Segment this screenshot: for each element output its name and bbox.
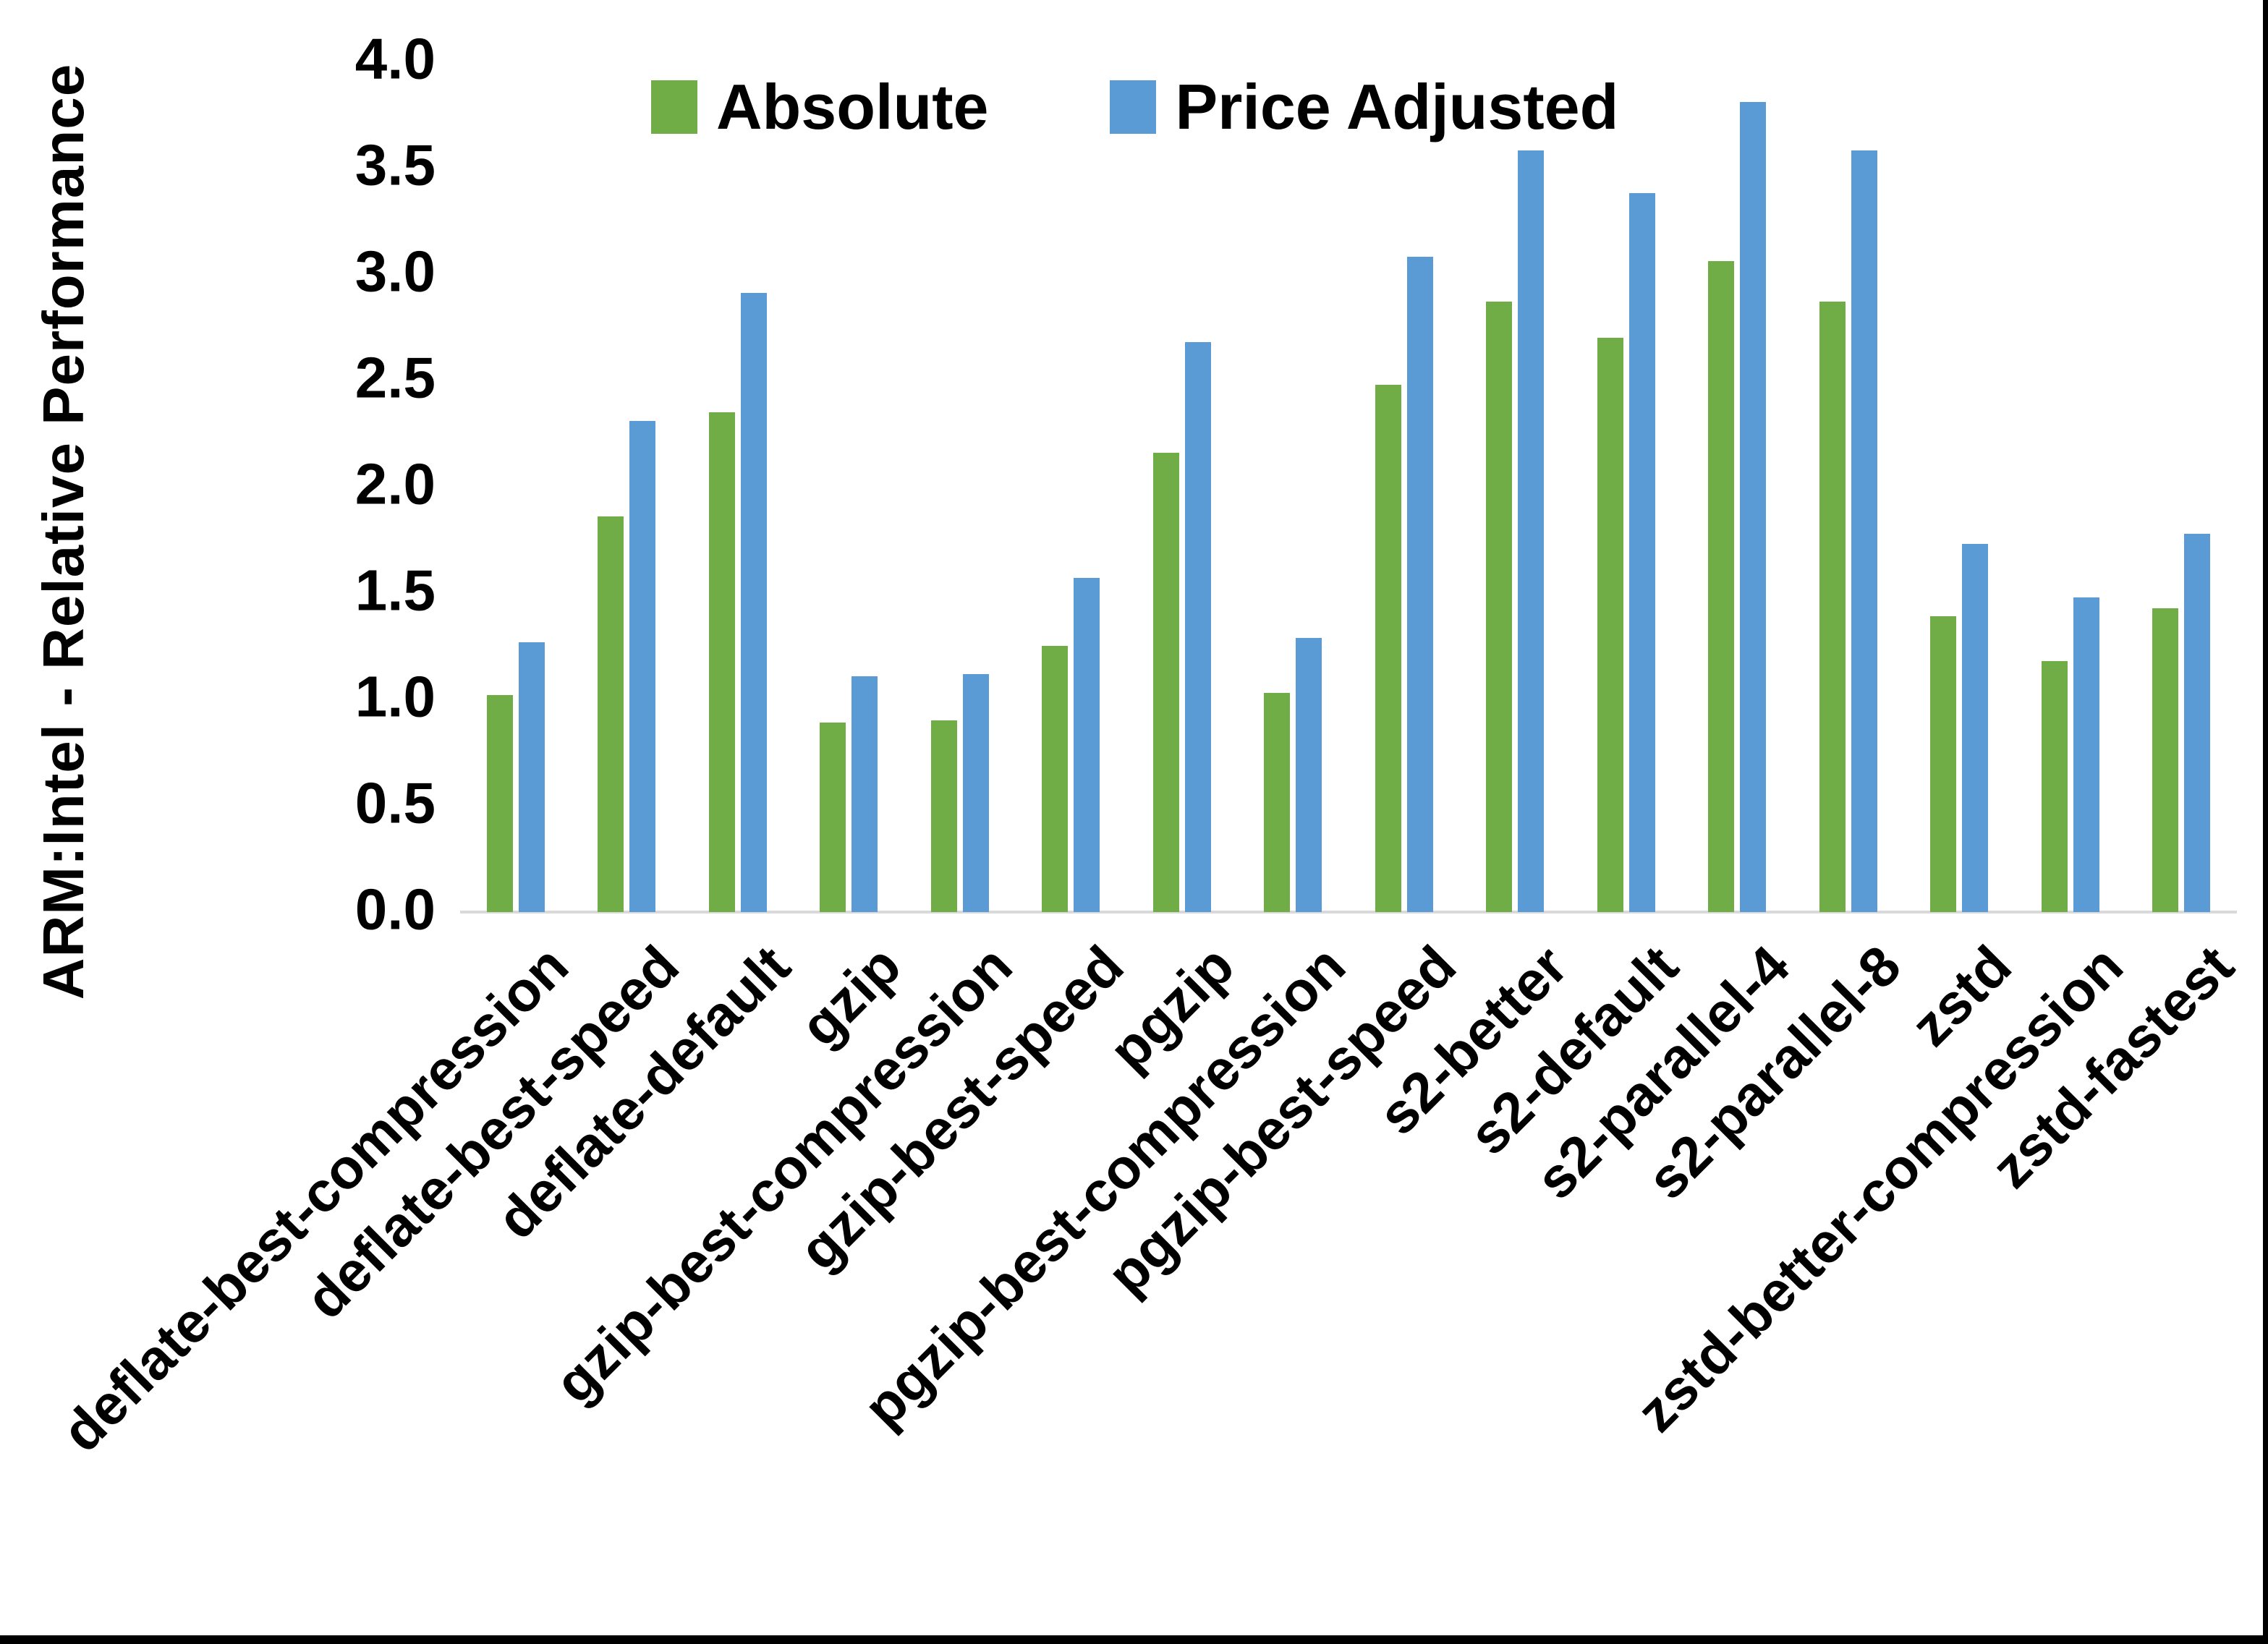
bar-absolute-gzip-best-compression [931, 720, 957, 912]
bar-absolute-zstd [1930, 616, 1956, 912]
legend-item-price-adjusted: Price Adjusted [1110, 75, 1618, 139]
bar-price-adjusted-pgzip [1185, 342, 1211, 912]
bar-absolute-pgzip [1153, 453, 1179, 912]
bar-price-adjusted-gzip-best-compression [963, 674, 989, 912]
y-axis-title: ARM:Intel - Relative Performance [31, 63, 95, 1000]
y-tick-label: 4.0 [354, 26, 436, 91]
x-axis-line [460, 911, 2237, 913]
bar-price-adjusted-pgzip-best-compression [1296, 638, 1322, 912]
bar-price-adjusted-gzip [851, 676, 878, 912]
bar-price-adjusted-zstd-better-compression [2073, 597, 2099, 912]
y-tick-label: 2.0 [354, 451, 436, 516]
bar-price-adjusted-s2-parallel-4 [1740, 102, 1766, 912]
bar-price-adjusted-gzip-best-speed [1074, 578, 1100, 912]
screenshot-bottom-border [0, 1635, 2268, 1644]
bar-absolute-zstd-better-compression [2042, 661, 2068, 912]
bar-price-adjusted-deflate-best-compression [519, 642, 545, 912]
bar-absolute-deflate-best-compression [487, 695, 513, 912]
bar-price-adjusted-zstd-fastest [2184, 534, 2210, 912]
legend: Absolute Price Adjusted [651, 75, 1618, 139]
bar-price-adjusted-s2-better [1518, 150, 1544, 912]
screenshot-right-border [2263, 0, 2268, 1644]
bar-absolute-gzip-best-speed [1042, 646, 1068, 912]
bar-absolute-pgzip-best-compression [1264, 693, 1290, 912]
bar-absolute-s2-parallel-8 [1819, 302, 1846, 912]
bar-price-adjusted-pgzip-best-speed [1407, 257, 1433, 912]
bar-absolute-s2-parallel-4 [1708, 261, 1734, 912]
bar-price-adjusted-s2-parallel-8 [1851, 150, 1877, 912]
bar-absolute-gzip [820, 723, 846, 912]
y-tick-label: 0.5 [354, 770, 436, 835]
bar-price-adjusted-s2-default [1629, 193, 1655, 912]
bar-absolute-s2-better [1486, 302, 1512, 912]
y-tick-label: 3.0 [354, 239, 436, 304]
legend-swatch-absolute [651, 80, 697, 134]
y-tick-label: 3.5 [354, 132, 436, 197]
bar-absolute-pgzip-best-speed [1375, 385, 1401, 912]
y-tick-label: 0.0 [354, 877, 436, 942]
y-tick-label: 1.0 [354, 664, 436, 729]
bar-price-adjusted-deflate-best-speed [629, 421, 655, 912]
bar-price-adjusted-zstd [1962, 544, 1988, 912]
bar-absolute-s2-default [1597, 338, 1623, 912]
bar-absolute-zstd-fastest [2152, 608, 2178, 912]
y-tick-label: 1.5 [354, 558, 436, 623]
legend-label-absolute: Absolute [716, 71, 989, 142]
legend-item-absolute: Absolute [651, 75, 988, 139]
legend-swatch-price-adjusted [1110, 80, 1157, 134]
legend-label-price-adjusted: Price Adjusted [1175, 71, 1619, 142]
bar-absolute-deflate-best-speed [598, 516, 624, 912]
bar-price-adjusted-deflate-default [741, 293, 767, 912]
bar-absolute-deflate-default [709, 412, 735, 912]
y-tick-label: 2.5 [354, 345, 436, 410]
